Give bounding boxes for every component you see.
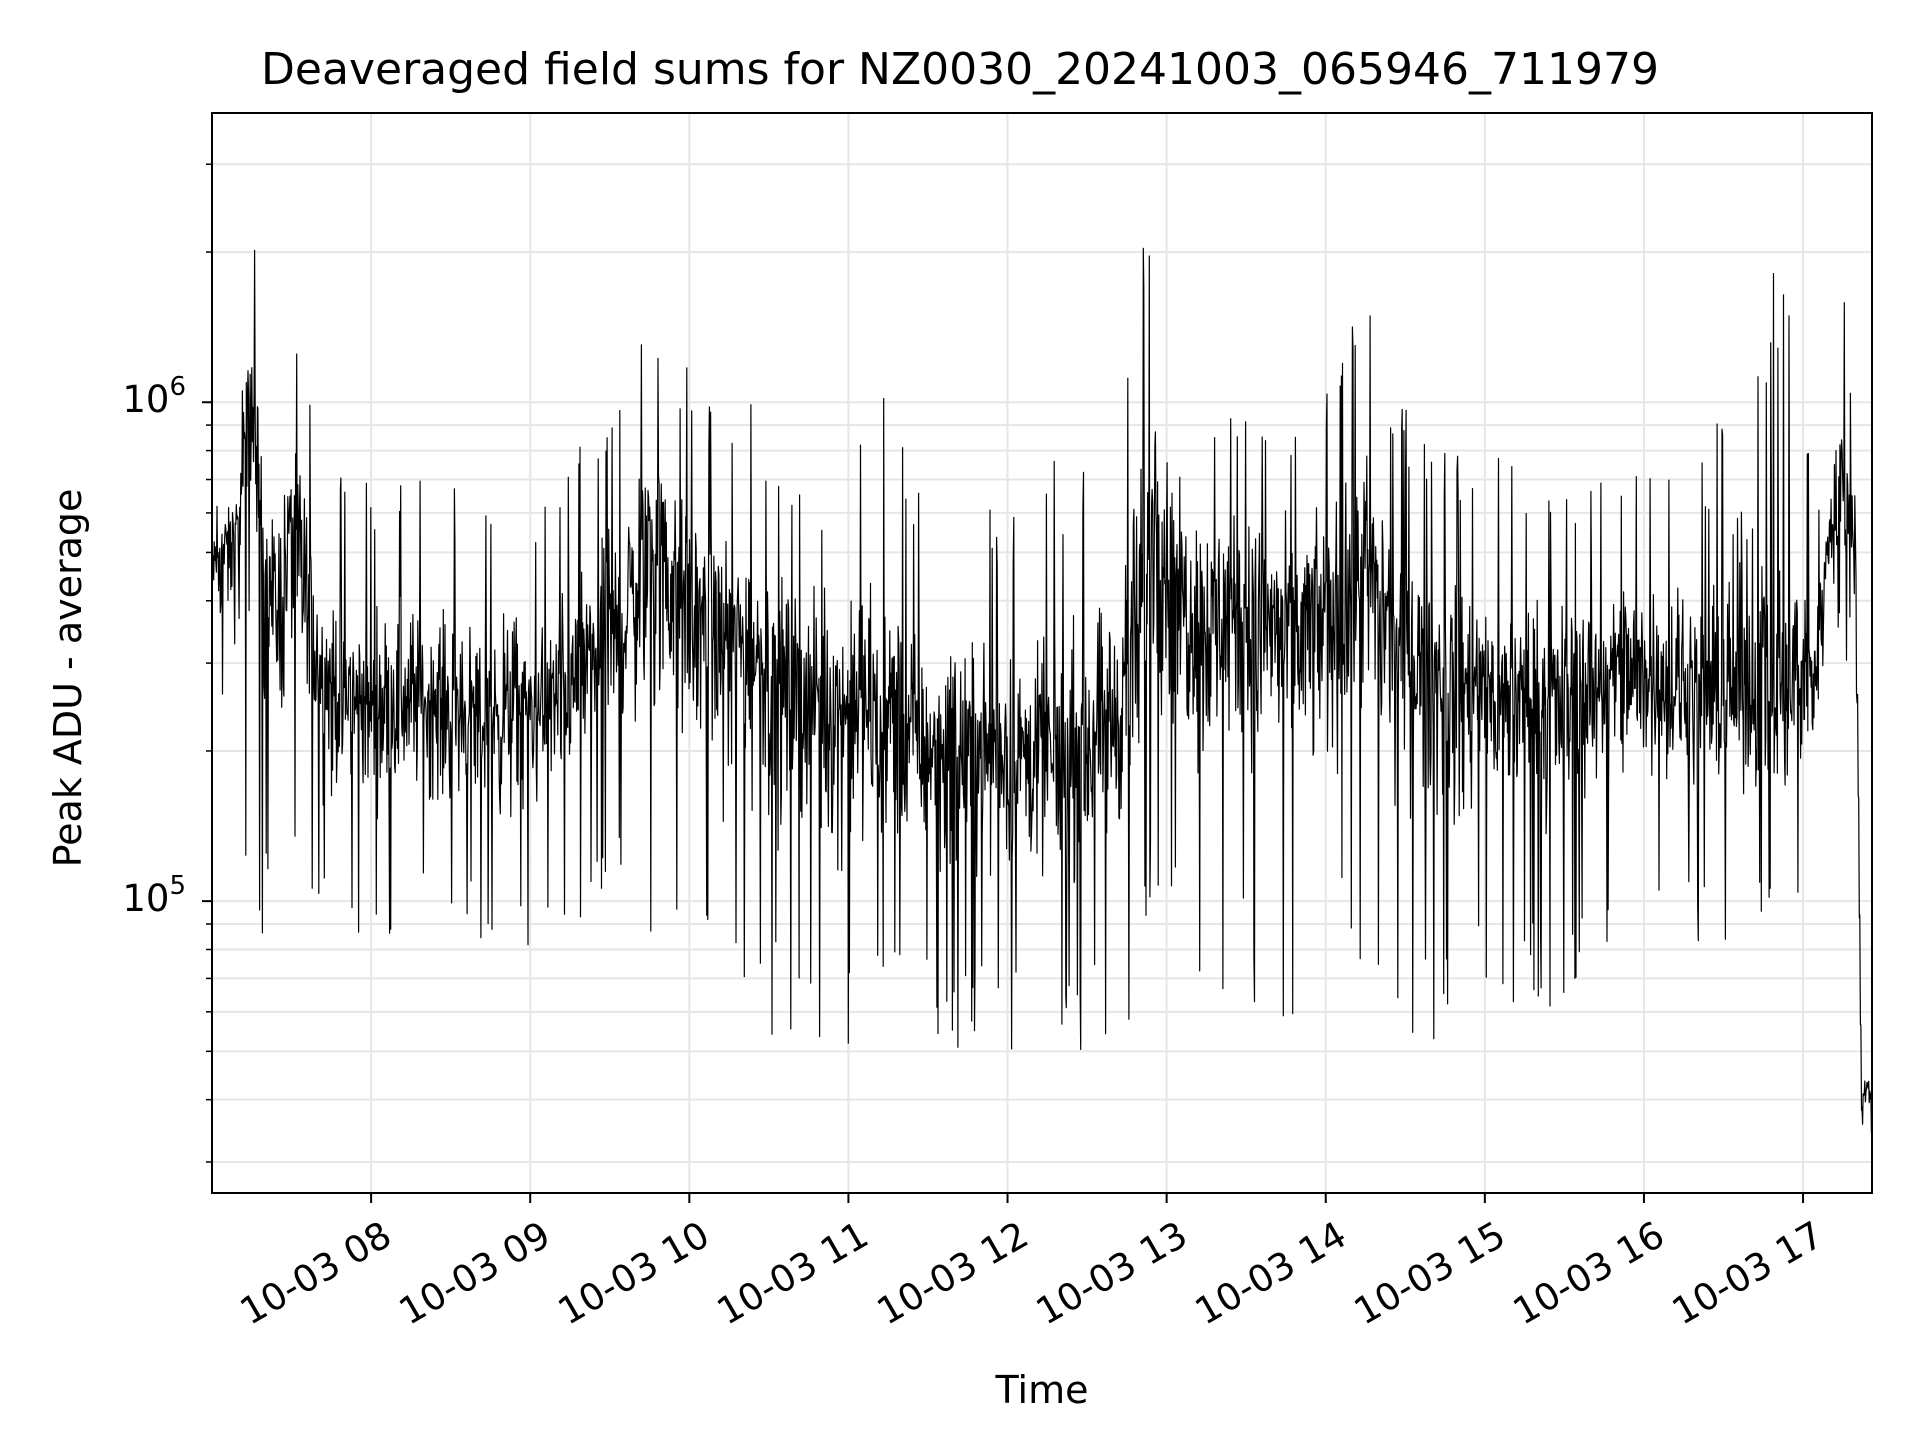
y-tick-exponent: 5 (169, 870, 186, 901)
series-line (211, 247, 1873, 1134)
chart-title: Deaveraged field sums for NZ0030_2024100… (261, 44, 1659, 95)
y-axis-label: Peak ADU - average (46, 488, 90, 868)
y-tick-base: 10 (122, 877, 170, 921)
y-tick-label: 106 (122, 374, 186, 422)
tick-marks (202, 163, 1805, 1203)
y-tick-exponent: 6 (169, 372, 186, 403)
data-series-layer (211, 247, 1873, 1134)
x-axis-label: Time (995, 1368, 1089, 1412)
plot-frame (211, 112, 1873, 1194)
y-tick-label: 105 (122, 873, 186, 921)
y-tick-base: 10 (122, 378, 170, 422)
